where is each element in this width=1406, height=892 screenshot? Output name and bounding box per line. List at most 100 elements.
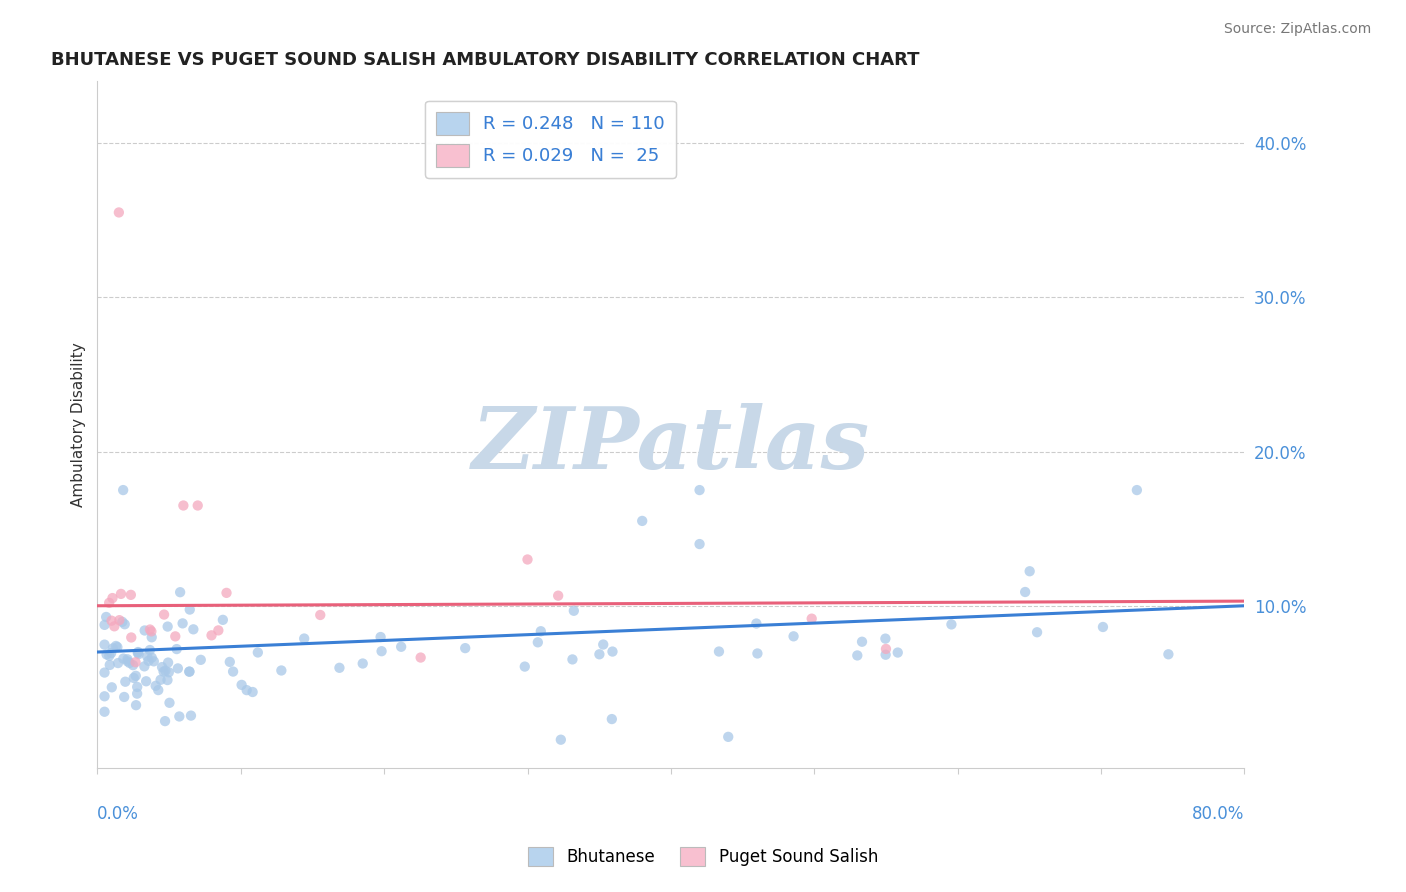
Text: 0.0%: 0.0% (97, 805, 139, 823)
Point (156, 673, 179, 687)
Point (122, 671, 145, 685)
Point (370, 630, 392, 644)
Point (107, 656, 129, 670)
Point (454, 641, 477, 656)
Point (887, 646, 910, 660)
Point (172, 499, 194, 513)
Point (941, 617, 963, 632)
Point (153, 607, 176, 622)
Point (707, 644, 730, 658)
Point (851, 634, 873, 648)
Point (527, 635, 550, 649)
Point (270, 664, 292, 678)
Point (128, 647, 150, 661)
Point (103, 619, 125, 633)
Legend: Bhutanese, Puget Sound Salish: Bhutanese, Puget Sound Salish (522, 840, 884, 873)
Point (138, 654, 160, 668)
Text: 80.0%: 80.0% (1192, 805, 1244, 823)
Point (114, 674, 136, 689)
Point (592, 638, 614, 652)
Point (141, 624, 163, 639)
Point (98, 596, 121, 610)
Point (212, 613, 235, 627)
Point (127, 646, 149, 660)
Text: Source: ZipAtlas.com: Source: ZipAtlas.com (1223, 22, 1371, 37)
Point (148, 683, 170, 698)
Y-axis label: Ambulatory Disability: Ambulatory Disability (72, 343, 86, 507)
Point (747, 647, 769, 661)
Point (235, 683, 257, 698)
Point (112, 690, 135, 704)
Point (136, 649, 159, 664)
Point (117, 654, 139, 668)
Point (516, 552, 538, 566)
Point (215, 586, 238, 600)
Point (159, 696, 181, 710)
Point (100, 614, 122, 628)
Point (309, 607, 332, 622)
Point (717, 730, 740, 744)
Point (141, 650, 163, 665)
Point (172, 616, 194, 631)
Point (117, 652, 139, 666)
Point (875, 632, 897, 646)
Point (101, 591, 124, 605)
Point (231, 678, 253, 692)
Point (134, 624, 156, 638)
Point (242, 685, 264, 699)
Point (108, 205, 131, 219)
Point (1157, 647, 1180, 661)
Point (169, 585, 191, 599)
Point (207, 624, 229, 638)
Point (114, 617, 136, 632)
Point (156, 619, 179, 633)
Text: ZIPatlas: ZIPatlas (472, 403, 870, 487)
Point (631, 514, 654, 528)
Point (846, 648, 869, 663)
Point (157, 656, 180, 670)
Text: BHUTANESE VS PUGET SOUND SALISH AMBULATORY DISABILITY CORRELATION CHART: BHUTANESE VS PUGET SOUND SALISH AMBULATO… (52, 51, 920, 69)
Point (134, 659, 156, 673)
Point (169, 709, 191, 723)
Point (1091, 620, 1114, 634)
Point (180, 708, 202, 723)
Point (562, 604, 585, 618)
Point (150, 660, 173, 674)
Point (93, 618, 115, 632)
Point (689, 483, 711, 497)
Point (166, 661, 188, 675)
Point (127, 687, 149, 701)
Point (179, 665, 201, 679)
Point (155, 664, 177, 678)
Point (93, 638, 115, 652)
Point (93, 690, 115, 704)
Point (93, 705, 115, 719)
Point (1018, 564, 1040, 578)
Point (183, 623, 205, 637)
Point (200, 628, 222, 642)
Point (800, 612, 823, 626)
Point (149, 673, 172, 687)
Point (179, 602, 201, 616)
Point (561, 652, 583, 666)
Point (98, 648, 121, 663)
Point (222, 665, 245, 679)
Legend: R = 0.248   N = 110, R = 0.029   N =  25: R = 0.248 N = 110, R = 0.029 N = 25 (426, 101, 675, 178)
Point (157, 665, 180, 680)
Point (141, 630, 163, 644)
Point (782, 629, 804, 643)
Point (550, 732, 572, 747)
Point (124, 655, 146, 669)
Point (745, 616, 768, 631)
Point (352, 657, 374, 671)
Point (108, 613, 131, 627)
Point (101, 681, 124, 695)
Point (165, 629, 187, 643)
Point (127, 645, 149, 659)
Point (101, 641, 124, 656)
Point (93, 665, 115, 680)
Point (153, 714, 176, 728)
Point (875, 648, 897, 662)
Point (328, 661, 350, 675)
Point (190, 653, 212, 667)
